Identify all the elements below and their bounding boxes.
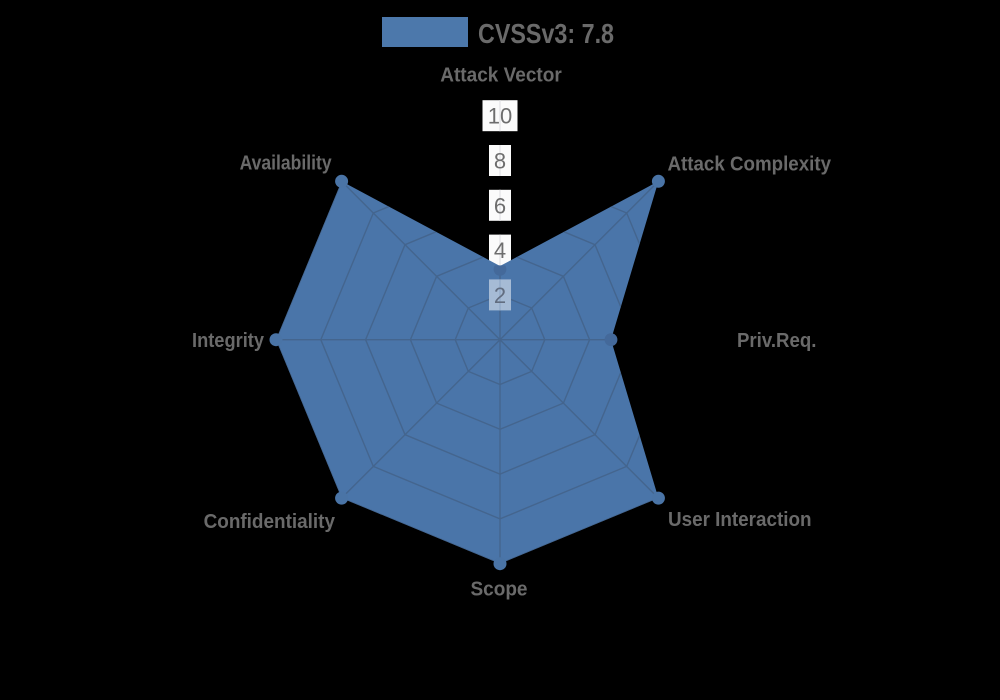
svg-text:Integrity: Integrity (192, 330, 265, 352)
svg-text:User Interaction: User Interaction (668, 509, 812, 531)
svg-text:8: 8 (494, 149, 506, 174)
svg-text:Confidentiality: Confidentiality (204, 511, 336, 533)
svg-text:4: 4 (494, 238, 506, 263)
svg-text:10: 10 (488, 104, 512, 129)
svg-text:2: 2 (494, 283, 506, 308)
svg-text:Attack Complexity: Attack Complexity (668, 154, 832, 176)
svg-text:Attack Vector: Attack Vector (440, 65, 562, 87)
svg-text:Availability: Availability (240, 153, 333, 175)
svg-text:Priv.Req.: Priv.Req. (737, 330, 816, 352)
svg-text:CVSSv3: 7.8: CVSSv3: 7.8 (478, 18, 614, 49)
svg-text:6: 6 (494, 193, 506, 218)
svg-text:Scope: Scope (471, 579, 528, 601)
